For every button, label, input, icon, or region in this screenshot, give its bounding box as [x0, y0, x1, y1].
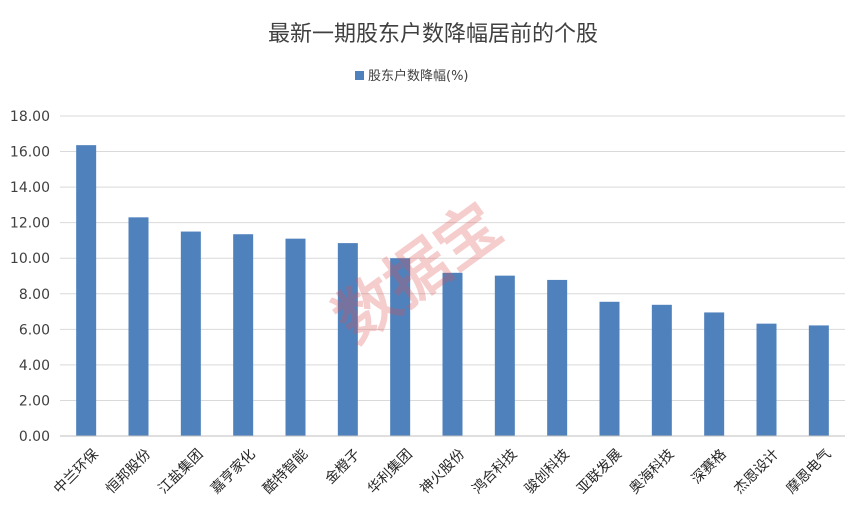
bars [76, 145, 829, 436]
y-tick-label: 4.00 [19, 358, 50, 374]
x-tick-label: 杰恩设计 [731, 446, 782, 497]
y-tick-label: 12.00 [10, 216, 50, 232]
x-tick-label: 亚联发展 [574, 446, 625, 497]
bar [651, 304, 672, 436]
y-tick-label: 18.00 [10, 109, 50, 125]
x-tick-label: 深赛格 [689, 446, 730, 487]
y-axis: 0.00 2.00 4.00 6.00 8.00 10.00 12.00 14.00 16.00… [10, 109, 50, 445]
x-tick-label: 奥海科技 [626, 446, 678, 498]
bar [285, 238, 306, 436]
chart-title: 最新一期股东户数降幅居前的个股 [268, 22, 598, 47]
legend-swatch [355, 71, 364, 80]
y-tick-label: 10.00 [10, 251, 50, 267]
x-tick-label: 江盐集团 [155, 446, 207, 498]
bar [547, 279, 568, 436]
legend: 股东户数降幅(%) [355, 68, 469, 84]
bar [599, 301, 620, 436]
x-tick-label: 神火股份 [417, 446, 468, 497]
y-tick-label: 8.00 [19, 287, 50, 303]
bar [180, 231, 201, 436]
x-tick-label: 恒邦股份 [103, 446, 154, 497]
x-tick-label: 金橙子 [322, 446, 363, 487]
bar [442, 272, 463, 436]
bar [704, 312, 725, 436]
x-tick-label: 鸿合科技 [469, 446, 521, 498]
bar [390, 258, 411, 436]
x-tick-label: 骏创科技 [522, 446, 573, 497]
y-tick-label: 2.00 [19, 393, 50, 409]
x-tick-label: 摩恩电气 [783, 446, 835, 498]
x-tick-label: 华利集团 [364, 446, 416, 498]
y-tick-label: 0.00 [19, 429, 50, 445]
bar [128, 217, 149, 436]
bar [808, 325, 829, 436]
y-tick-label: 14.00 [10, 180, 50, 196]
legend-label: 股东户数降幅(%) [368, 68, 469, 84]
y-tick-label: 16.00 [10, 145, 50, 161]
x-tick-label: 嘉亨家化 [207, 446, 259, 498]
x-tick-label: 中兰环保 [51, 446, 102, 497]
bar [337, 243, 358, 436]
x-tick-label: 酷特智能 [260, 446, 311, 497]
bar [233, 234, 254, 436]
bar [756, 323, 777, 436]
bar [494, 275, 515, 436]
y-tick-label: 6.00 [19, 322, 50, 338]
x-axis: 中兰环保 恒邦股份 江盐集团 嘉亨家化 酷特智能 金橙子 华利集团 神火股份 鸿合科技 骏创科技亚… [51, 446, 835, 498]
bar [76, 145, 97, 436]
